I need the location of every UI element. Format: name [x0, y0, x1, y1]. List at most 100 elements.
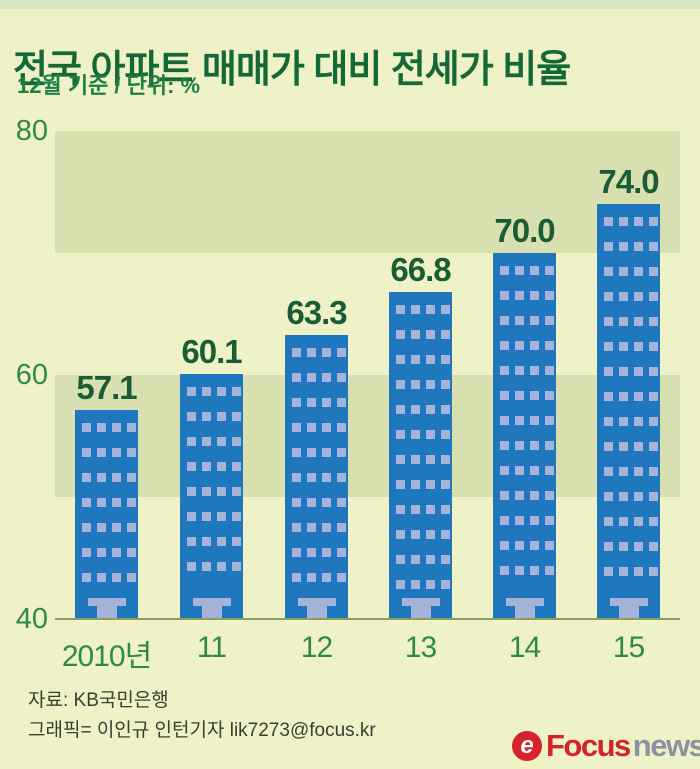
bar-window: [97, 498, 106, 508]
bar-window: [619, 492, 628, 502]
bar-window: [307, 347, 316, 357]
bar-door-lintel: [505, 598, 544, 606]
bar-window: [530, 491, 539, 500]
bar-window: [202, 511, 211, 521]
bar-window: [604, 417, 613, 427]
bar-window: [337, 422, 346, 432]
bar-window: [396, 505, 405, 515]
bar-window: [545, 491, 554, 500]
bar-window: [515, 516, 524, 525]
bar-window: [604, 467, 613, 477]
bar-window: [441, 580, 450, 590]
bar-window: [307, 547, 316, 557]
bar-window: [500, 516, 509, 525]
bar-window: [649, 217, 658, 227]
bar-window: [232, 536, 241, 546]
x-axis-label: 13: [404, 631, 437, 664]
bar-value-label: 70.0: [494, 212, 555, 249]
bar-window: [127, 423, 136, 433]
bar-window: [619, 342, 628, 352]
bar-window: [411, 555, 420, 565]
bar-window: [322, 447, 331, 457]
top-accent-strip: [0, 0, 700, 9]
bar-window: [426, 430, 435, 440]
bar-window: [530, 566, 539, 575]
bar-window: [634, 417, 643, 427]
bar-window: [619, 392, 628, 402]
bar-window: [396, 580, 405, 590]
y-axis-tick-label: 80: [15, 115, 48, 147]
bar-window: [411, 330, 420, 340]
bar-window: [545, 516, 554, 525]
bar-window: [604, 242, 613, 252]
bar-door-stem: [410, 605, 431, 619]
bar-window: [426, 530, 435, 540]
bar-value-label: 63.3: [286, 293, 347, 331]
bar-window: [217, 561, 226, 571]
bar-window: [441, 430, 450, 440]
bar-window: [292, 347, 301, 357]
bar-window: [441, 380, 450, 390]
bar-window: [500, 491, 509, 500]
bar-window: [619, 517, 628, 527]
bar-window: [441, 480, 450, 490]
bar-window: [649, 542, 658, 552]
bar-window: [337, 547, 346, 557]
bar-window: [232, 411, 241, 421]
bar-window: [202, 436, 211, 446]
bar-window: [82, 523, 91, 533]
bar-window: [545, 391, 554, 400]
bar-window: [634, 467, 643, 477]
bar-window: [292, 522, 301, 532]
bar-window: [127, 448, 136, 458]
bar-window: [500, 566, 509, 575]
bar-window: [322, 547, 331, 557]
bar-window: [441, 455, 450, 465]
bar-window: [545, 266, 554, 275]
bar-window: [426, 305, 435, 315]
bar-window: [82, 423, 91, 433]
logo-e-swirl-icon: e: [512, 731, 542, 761]
bar-window: [396, 330, 405, 340]
bar-window: [112, 423, 121, 433]
bar-window: [649, 567, 658, 577]
bar-window: [217, 386, 226, 396]
bar-door-stem: [306, 605, 327, 619]
bar-window: [500, 341, 509, 350]
bar-door-lintel: [401, 597, 440, 606]
bar-window: [322, 422, 331, 432]
bar-window: [545, 541, 554, 550]
bar-window: [187, 486, 196, 496]
bar-window: [202, 411, 211, 421]
x-axis-label: 11: [196, 631, 227, 664]
x-axis-label: 15: [612, 631, 645, 664]
building-bar: [180, 373, 243, 619]
bar-window: [217, 411, 226, 421]
bar-window: [187, 386, 196, 396]
bar-window: [515, 441, 524, 450]
bar-window: [530, 316, 539, 325]
bar-value-label: 66.8: [390, 251, 451, 289]
bar-window: [515, 291, 524, 300]
building-bar: [597, 204, 660, 619]
bar-window: [604, 442, 613, 452]
bar-window: [232, 486, 241, 496]
bar-window: [292, 472, 301, 482]
bar-window: [396, 455, 405, 465]
bar-window: [217, 461, 226, 471]
bar-window: [232, 436, 241, 446]
bar-window: [619, 367, 628, 377]
bar-window: [411, 430, 420, 440]
bar-window: [426, 455, 435, 465]
x-axis-label: 12: [300, 631, 333, 664]
x-axis-label: 2010년: [61, 640, 152, 673]
bar-window: [292, 547, 301, 557]
bar-window: [441, 505, 450, 515]
bar-window: [530, 366, 539, 375]
bar-window: [396, 355, 405, 365]
bar-window: [112, 498, 121, 508]
bar-window: [634, 242, 643, 252]
bar-window: [604, 567, 613, 577]
